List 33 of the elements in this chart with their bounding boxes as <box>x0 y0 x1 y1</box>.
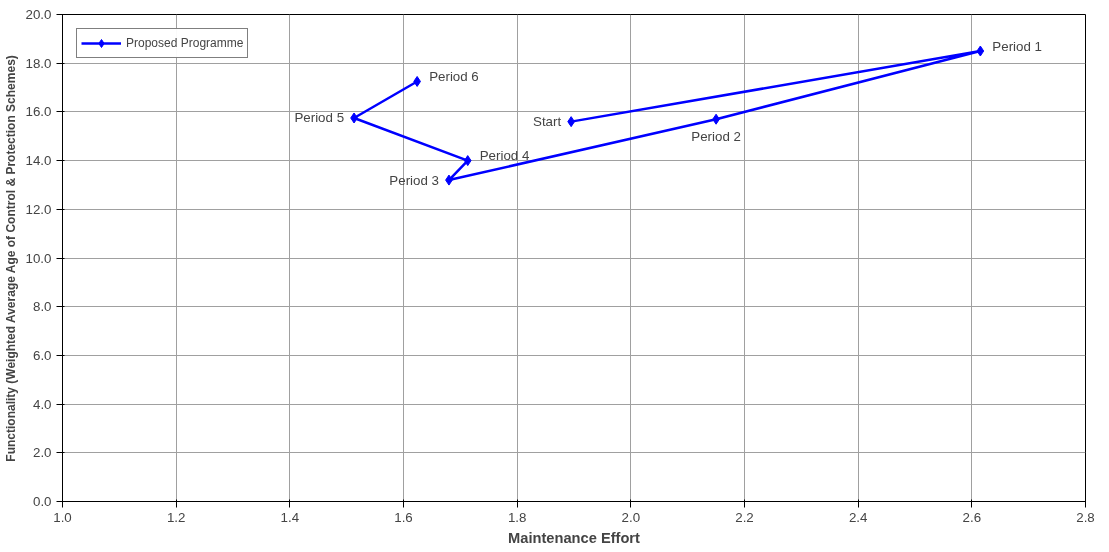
x-tick-label: 1.4 <box>280 509 300 525</box>
annotation: Period 2 <box>691 129 741 145</box>
y-tick-label: 16.0 <box>25 104 52 120</box>
x-tick-label: 2.6 <box>962 509 982 525</box>
y-tick-label: 20.0 <box>25 7 52 22</box>
annotation: Period 4 <box>479 148 530 164</box>
y-tick-label: 0.0 <box>32 494 52 509</box>
x-tick-label: 2.0 <box>621 509 641 525</box>
x-tick-label: 1.2 <box>166 509 186 525</box>
annotation: Period 1 <box>992 38 1043 54</box>
y-tick-label: 4.0 <box>32 396 52 412</box>
x-tick-label: 2.8 <box>1076 509 1095 525</box>
x-axis-title: Maintenance Effort <box>508 529 641 546</box>
x-tick-label: 1.0 <box>53 509 72 525</box>
x-tick-label: 1.6 <box>394 509 413 525</box>
point <box>463 155 472 167</box>
y-tick-label: 12.0 <box>25 201 52 217</box>
y-tick-label: 8.0 <box>32 299 52 315</box>
annotation: Period 3 <box>389 172 439 188</box>
legend-label: Proposed Programme <box>126 36 244 50</box>
y-tick-label: 2.0 <box>32 445 52 461</box>
point <box>976 45 985 57</box>
x-tick-label: 2.4 <box>848 509 869 525</box>
y-tick-label: 14.0 <box>25 153 52 169</box>
y-tick-label: 18.0 <box>25 55 52 71</box>
y-tick-label: 6.0 <box>32 347 52 363</box>
y-tick-label: 10.0 <box>25 250 52 266</box>
annotation: Period 5 <box>294 110 345 126</box>
x-tick-label: 2.2 <box>735 509 754 525</box>
x-tick-label: 1.8 <box>507 509 527 525</box>
y-axis-title: Functionality (Weighted Average Age of Control & Protection Schemes) <box>3 55 18 462</box>
annotation: Start <box>533 114 562 130</box>
annotation: Period 6 <box>429 68 479 84</box>
